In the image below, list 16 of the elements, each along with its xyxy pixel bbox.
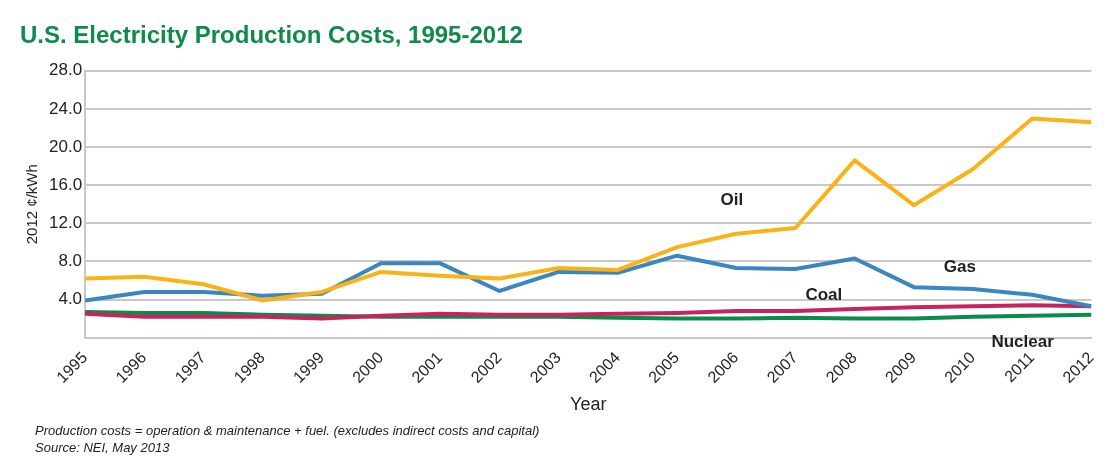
series-label: Gas: [943, 256, 976, 276]
series-label: Oil: [720, 189, 744, 209]
x-axis-title: Year: [570, 394, 607, 415]
chart-title: U.S. Electricity Production Costs, 1995-2012: [20, 21, 523, 49]
y-tick-label: 8.0: [58, 251, 83, 271]
y-tick-label: 28.0: [48, 60, 83, 80]
series-label: Nuclear: [991, 332, 1055, 352]
y-tick-label: 16.0: [48, 174, 83, 194]
y-tick-label: 24.0: [48, 98, 83, 118]
series-label: Coal: [805, 284, 843, 304]
y-axis-title: 2012 ¢/kWh: [23, 164, 41, 245]
source-note: Source: NEI, May 2013: [35, 439, 171, 456]
text: Production costs = operation & maintenance + fuel. (excludes indirect costs and capital): [35, 422, 540, 439]
y-tick-label: 20.0: [48, 136, 83, 156]
y-tick-label: 12.0: [48, 212, 83, 232]
y-tick-label: 4.0: [58, 289, 83, 309]
